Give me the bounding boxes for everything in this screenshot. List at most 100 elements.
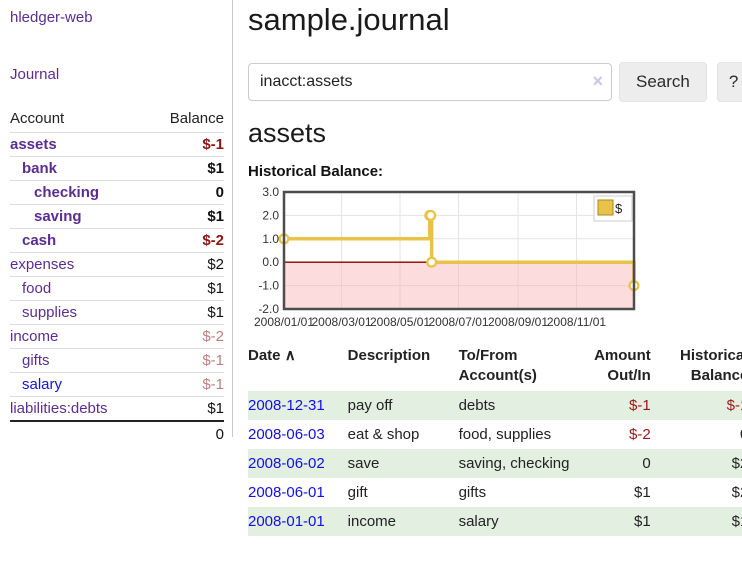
transactions-header-row: Date ∧ Description To/From Account(s) Am… — [248, 344, 742, 391]
app-title-link[interactable]: hledger-web — [10, 9, 93, 26]
account-name-cell: supplies — [10, 301, 148, 325]
sidebar-item-journal[interactable]: Journal — [10, 66, 60, 83]
account-name-cell: saving — [10, 205, 148, 229]
transaction-row[interactable]: 2008-06-02 save saving, checking 0 $2 — [248, 449, 742, 478]
transactions-table: Date ∧ Description To/From Account(s) Am… — [248, 344, 742, 536]
tx-description: income — [347, 513, 396, 530]
account-link[interactable]: gifts — [22, 352, 50, 369]
account-row: checking 0 — [10, 180, 224, 205]
account-row: bank $1 — [10, 156, 224, 181]
tx-description: pay off — [347, 397, 393, 414]
tx-date-link[interactable]: 2008-06-02 — [248, 455, 325, 472]
account-balance: $1 — [207, 400, 224, 417]
account-balance: 0 — [215, 184, 224, 201]
account-balance: $1 — [207, 160, 224, 177]
tx-balance: $2 — [731, 455, 742, 472]
search-input[interactable] — [248, 63, 612, 101]
account-link[interactable]: food — [22, 280, 52, 297]
sort-ascending-icon: ∧ — [284, 347, 296, 364]
account-balance: $1 — [207, 304, 224, 321]
account-row: expenses $2 — [10, 252, 224, 277]
account-link[interactable]: bank — [22, 160, 58, 177]
account-link[interactable]: checking — [34, 184, 100, 201]
search-box: × — [248, 63, 612, 101]
account-row: cash $-2 — [10, 228, 224, 253]
svg-text:2008/07/01: 2008/07/01 — [428, 315, 488, 329]
accounts-header-row: Account Balance — [10, 107, 224, 133]
account-name-cell: cash — [10, 229, 148, 253]
account-link[interactable]: supplies — [22, 304, 78, 321]
page-title: sample.journal — [248, 2, 450, 37]
transaction-row[interactable]: 2008-12-31 pay off debts $-1 $-1 — [248, 391, 742, 420]
tx-balance: $-1 — [726, 397, 742, 414]
main-content: sample.journal × Search ? assets Histori… — [233, 0, 742, 536]
svg-text:2008/05/01: 2008/05/01 — [370, 315, 430, 329]
tx-description: gift — [347, 484, 368, 501]
clear-search-icon[interactable]: × — [592, 71, 603, 91]
svg-text:3.0: 3.0 — [262, 186, 279, 199]
account-name-cell: assets — [10, 133, 148, 157]
tx-header-date[interactable]: Date ∧ — [248, 344, 348, 391]
accounts-total-spacer — [10, 420, 148, 447]
account-row: saving $1 — [10, 204, 224, 229]
account-row: gifts $-1 — [10, 348, 224, 373]
tx-accounts: saving, checking — [458, 455, 570, 472]
tx-description: eat & shop — [347, 426, 420, 443]
tx-amount: $1 — [634, 513, 651, 530]
accounts-header-account: Account — [10, 110, 65, 127]
tx-amount: 0 — [642, 455, 651, 472]
tx-balance: $1 — [731, 513, 742, 530]
account-link[interactable]: liabilities:debts — [10, 400, 108, 417]
transaction-row[interactable]: 2008-01-01 income salary $1 $1 — [248, 507, 742, 536]
tx-date-cell: 2008-12-31 — [248, 391, 348, 420]
search-button[interactable]: Search — [619, 62, 707, 102]
svg-text:2008/09/01: 2008/09/01 — [488, 315, 548, 329]
tx-accounts: gifts — [458, 484, 487, 501]
tx-date-link[interactable]: 2008-12-31 — [248, 397, 325, 414]
tx-header-amount: Amount Out/In — [594, 347, 651, 384]
account-balance: $2 — [207, 256, 224, 273]
account-row: liabilities:debts $1 — [10, 396, 224, 422]
account-name-cell: income — [10, 325, 148, 349]
account-balance: $-2 — [202, 232, 224, 249]
tx-header-date-label: Date — [248, 347, 281, 364]
account-balance: $-1 — [202, 352, 224, 369]
tx-date-cell: 2008-06-01 — [248, 478, 348, 507]
tx-date-link[interactable]: 2008-01-01 — [248, 513, 325, 530]
tx-accounts: debts — [458, 397, 496, 414]
svg-text:-1.0: -1.0 — [258, 279, 279, 293]
svg-text:2.0: 2.0 — [262, 208, 279, 222]
tx-accounts: food, supplies — [458, 426, 552, 443]
account-link[interactable]: salary — [22, 376, 63, 393]
transaction-row[interactable]: 2008-06-03 eat & shop food, supplies $-20 — [248, 420, 742, 449]
tx-amount: $-1 — [629, 397, 651, 414]
svg-text:2008/03/01: 2008/03/01 — [312, 315, 372, 329]
account-link[interactable]: expenses — [10, 256, 75, 273]
account-name-cell: food — [10, 277, 148, 301]
tx-balance: $2 — [731, 484, 742, 501]
tx-date-link[interactable]: 2008-06-03 — [248, 426, 325, 443]
svg-text:$: $ — [615, 201, 623, 216]
chart-title: Historical Balance: — [248, 163, 384, 180]
account-balance: $1 — [207, 280, 224, 297]
help-button[interactable]: ? — [716, 62, 742, 102]
tx-accounts: salary — [458, 513, 499, 530]
account-link[interactable]: cash — [22, 232, 57, 249]
tx-description: save — [347, 455, 380, 472]
tx-header-balance: Historical Balance — [679, 347, 742, 384]
account-balance: $-2 — [202, 328, 224, 345]
account-balance: $-1 — [202, 376, 224, 393]
accounts-total-row: 0 — [10, 420, 224, 447]
account-link[interactable]: saving — [34, 208, 82, 225]
account-row: salary $-1 — [10, 372, 224, 397]
accounts-header-balance: Balance — [169, 110, 224, 127]
account-name-cell: expenses — [10, 253, 148, 277]
svg-text:0.0: 0.0 — [262, 255, 279, 269]
transaction-row[interactable]: 2008-06-01 gift gifts $1 $2 — [248, 478, 742, 507]
account-link[interactable]: income — [10, 328, 59, 345]
account-link[interactable]: assets — [10, 136, 57, 153]
accounts-table: Account Balance assets $-1 bank $1 checking 0… — [10, 107, 224, 447]
tx-amount: $-2 — [629, 426, 651, 443]
svg-text:2008/11/01: 2008/11/01 — [547, 315, 606, 329]
tx-date-link[interactable]: 2008-06-01 — [248, 484, 325, 501]
